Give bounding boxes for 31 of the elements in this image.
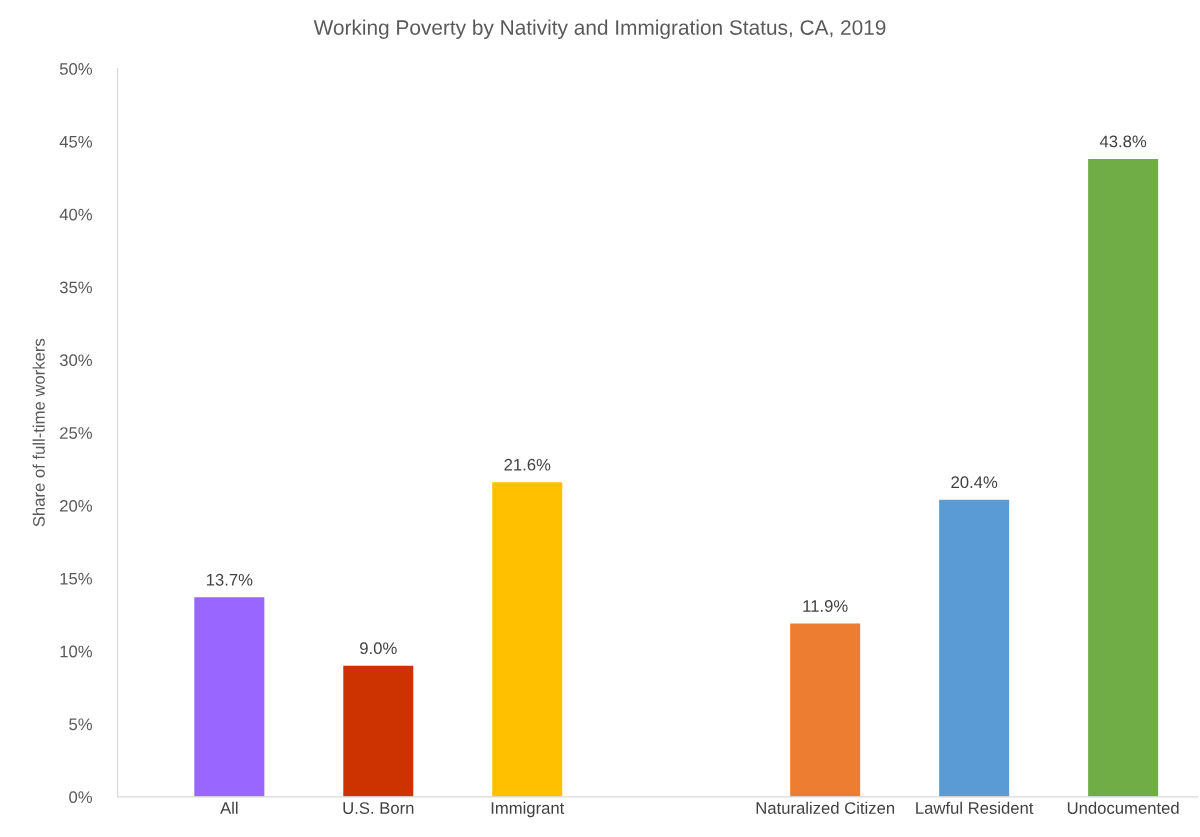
x-tick-label: Undocumented bbox=[1067, 801, 1179, 814]
y-tick-label: 10% bbox=[60, 645, 93, 658]
y-tick-label: 35% bbox=[59, 281, 93, 294]
x-tick-label: U.S. Born bbox=[343, 802, 414, 814]
y-tick-label: 25% bbox=[60, 427, 93, 439]
bar bbox=[1088, 158, 1159, 797]
data-label: 9.0% bbox=[360, 642, 397, 655]
bar bbox=[194, 597, 265, 797]
data-label: 43.8% bbox=[1099, 135, 1147, 148]
x-tick-label: Lawful Resident bbox=[916, 801, 1034, 814]
x-tick-label: Immigrant bbox=[491, 801, 565, 818]
y-tick-label: 30% bbox=[59, 354, 93, 367]
data-label: 21.6% bbox=[504, 458, 551, 471]
data-label: 11.9% bbox=[803, 600, 848, 612]
data-label: 20.4% bbox=[951, 476, 998, 489]
x-tick-label: All bbox=[220, 801, 238, 814]
y-tick-label: 5% bbox=[69, 718, 93, 731]
bar bbox=[939, 499, 1010, 797]
y-tick-label: 15% bbox=[60, 572, 93, 585]
y-tick-label: 0% bbox=[69, 791, 93, 804]
y-tick-label: 40% bbox=[59, 208, 93, 221]
data-label: 13.7% bbox=[206, 573, 253, 586]
y-axis-title: Share of full-time workers bbox=[32, 338, 45, 527]
bar bbox=[343, 665, 414, 797]
y-tick-label: 45% bbox=[59, 135, 93, 148]
bar bbox=[790, 623, 861, 797]
bar bbox=[492, 482, 563, 797]
y-tick-label: 20% bbox=[60, 499, 93, 512]
y-tick-label: 50% bbox=[59, 63, 93, 75]
x-tick-label: Naturalized Citizen bbox=[756, 801, 895, 814]
chart-title: Working Poverty by Nativity and Immigration Status, CA, 2019 bbox=[313, 19, 886, 40]
